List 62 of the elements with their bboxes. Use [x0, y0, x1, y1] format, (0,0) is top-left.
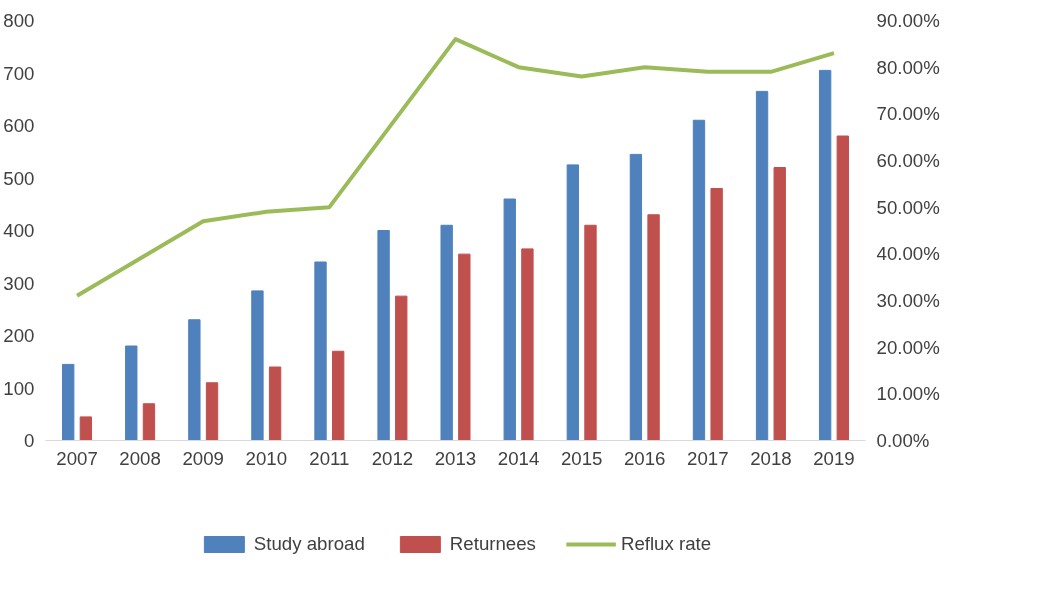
bar: [395, 295, 408, 441]
y-tick-label: 200: [3, 325, 35, 346]
bar: [629, 153, 643, 441]
line-series: [75, 37, 836, 298]
bar: [584, 224, 597, 441]
bar: [755, 90, 769, 441]
y-tick-label: 700: [3, 62, 35, 84]
x-tick-label: 2017: [687, 447, 729, 469]
bar: [332, 350, 345, 441]
x-tick-label: 2018: [750, 447, 792, 469]
bar: [521, 248, 534, 441]
y2-tick-label: 70.00%: [876, 103, 940, 125]
y2-tick-label: 0.00%: [876, 430, 930, 451]
x-tick-label: 2009: [182, 447, 224, 469]
y2-tick-label: 40.00%: [876, 243, 940, 265]
y2-tick-label: 50.00%: [876, 196, 940, 218]
x-tick-label: 2015: [560, 447, 603, 469]
bar: [79, 416, 93, 441]
y2-tick-label: 30.00%: [876, 290, 940, 311]
y-tick-label: 300: [3, 272, 35, 294]
x-tick-label: 2013: [434, 447, 477, 469]
legend-label: Reflux rate: [620, 532, 712, 555]
bar: [125, 345, 138, 441]
bar: [142, 403, 156, 441]
bar: [62, 363, 75, 441]
bar: [268, 366, 282, 441]
bar: [818, 69, 832, 441]
y-tick-label: 100: [3, 377, 35, 399]
bar: [205, 382, 219, 441]
y-tick-label: 400: [3, 220, 35, 241]
bar: [710, 188, 723, 441]
legend-label: Returnees: [449, 532, 536, 555]
y2-tick-label: 20.00%: [876, 336, 940, 358]
y2-tick-label: 10.00%: [876, 383, 940, 405]
bar: [503, 198, 516, 441]
x-tick-label: 2008: [119, 447, 161, 469]
y2-tick-label: 80.00%: [876, 56, 940, 78]
bar: [647, 214, 660, 441]
legend-label: Study abroad: [253, 532, 365, 555]
x-tick-label: 2011: [309, 447, 350, 469]
x-tick-label: 2007: [56, 447, 98, 469]
bar: [251, 290, 264, 441]
y2-tick-label: 60.00%: [876, 150, 940, 171]
y2-tick-label: 90.00%: [876, 10, 940, 31]
bar: [566, 164, 579, 441]
bar: [836, 135, 849, 441]
x-tick-label: 2010: [245, 447, 288, 469]
y-tick-label: 600: [3, 115, 35, 136]
y-tick-label: 0: [24, 430, 35, 451]
bar: [458, 253, 471, 441]
x-tick-label: 2014: [497, 447, 540, 469]
y-tick-label: 500: [3, 167, 35, 189]
bar: [773, 167, 786, 441]
x-tick-label: 2012: [371, 447, 414, 469]
bar: [188, 319, 201, 441]
bar: [692, 119, 706, 441]
bar: [377, 230, 390, 441]
x-tick-label: 2016: [623, 447, 666, 469]
y-tick-label: 800: [3, 10, 35, 31]
bar: [440, 224, 453, 441]
bar: [314, 261, 327, 441]
x-tick-label: 2019: [813, 447, 855, 469]
